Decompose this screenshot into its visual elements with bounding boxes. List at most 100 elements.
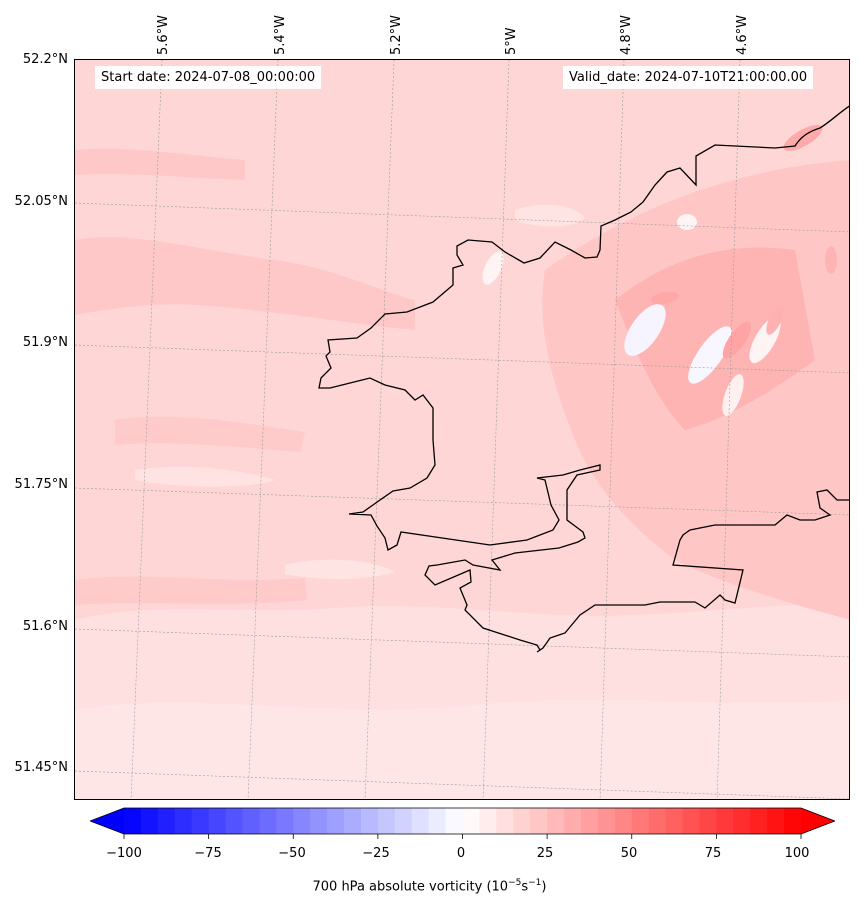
colorbar-segment <box>767 808 785 834</box>
colorbar-segment <box>360 808 379 834</box>
field-light-patch-3 <box>285 559 395 579</box>
colorbar-segment <box>614 808 633 834</box>
colorbar-extend-low <box>90 808 124 834</box>
colorbar-segment <box>648 808 667 834</box>
colorbar-segment <box>513 808 531 834</box>
colorbar-segment <box>242 808 260 834</box>
colorbar-ticks <box>123 834 802 839</box>
colorbar-tick-label: −100 <box>106 846 142 861</box>
field-band-2 <box>75 148 245 180</box>
colorbar-segment <box>191 808 210 834</box>
colorbar-label: 700 hPa absolute vorticity (10−5s−1) <box>312 878 547 895</box>
colorbar-segment <box>564 808 582 834</box>
colorbar-segment <box>530 808 548 834</box>
colorbar-tick-label: −25 <box>362 846 390 861</box>
colorbar-segment <box>631 808 650 834</box>
colorbar-segment <box>580 808 599 834</box>
lat-label-52-2: 52.2°N <box>22 52 68 67</box>
parallel-51-9 <box>75 344 849 374</box>
field-light-patch-2 <box>135 466 275 487</box>
coastline <box>318 105 849 653</box>
lat-label-51-75: 51.75°N <box>14 477 68 492</box>
meridian-4-8 <box>599 60 625 799</box>
colorbar-tick-label: 100 <box>784 846 810 861</box>
field-white-2 <box>688 326 732 384</box>
field-band-1 <box>75 237 415 330</box>
lon-label-5: 5°W <box>504 27 519 55</box>
parallel-51-45 <box>75 770 849 799</box>
colorbar-segment <box>462 808 480 834</box>
colorbar-segment <box>276 808 294 834</box>
colorbar-segment <box>479 808 497 834</box>
map-panel <box>74 59 850 800</box>
colorbar-segment <box>208 808 227 834</box>
field-band-4 <box>75 576 307 605</box>
graticule <box>75 60 849 799</box>
lat-label-52-05: 52.05°N <box>14 194 68 209</box>
start-date-box: Start date: 2024-07-08_00:00:00 <box>95 66 322 89</box>
colorbar-tick-label: 0 <box>456 846 466 861</box>
field-south-lighter <box>75 700 849 799</box>
field-white-1 <box>624 304 666 356</box>
lon-label-5-6: 5.6°W <box>156 14 171 55</box>
field-light-patch-1 <box>515 204 585 227</box>
field-white-6 <box>722 374 744 416</box>
colorbar-segment <box>682 808 700 834</box>
colorbar-tick-label: 50 <box>620 846 638 861</box>
colorbar-segment <box>547 808 565 834</box>
colorbar-segments <box>124 808 802 834</box>
parallel-52-05 <box>75 202 849 233</box>
colorbar-segment <box>733 808 751 834</box>
field-band-3 <box>115 416 305 452</box>
colorbar-segment <box>157 808 176 834</box>
field-red-2 <box>722 321 752 359</box>
field-red-5 <box>825 246 837 274</box>
colorbar-tick-label: −75 <box>194 846 222 861</box>
colorbar-tick-label: 75 <box>704 846 722 861</box>
lat-label-51-6: 51.6°N <box>22 619 68 634</box>
lon-label-4-8: 4.8°W <box>619 14 634 55</box>
meridian-4-6 <box>716 60 741 799</box>
colorbar-segment <box>124 808 142 834</box>
lon-label-5-4: 5.4°W <box>273 14 288 55</box>
colorbar-segment <box>597 808 616 834</box>
parallel-51-75 <box>75 487 849 516</box>
colorbar-segment <box>750 808 768 834</box>
field-white-5 <box>677 214 697 230</box>
colorbar-segment <box>699 808 717 834</box>
colorbar-segment <box>411 808 430 834</box>
colorbar-segment <box>716 808 734 834</box>
colorbar <box>90 807 835 839</box>
colorbar-segment <box>259 808 277 834</box>
vorticity-field <box>75 60 849 799</box>
colorbar-extend-high <box>801 808 835 834</box>
colorbar-tick-label: −50 <box>278 846 306 861</box>
colorbar-segment <box>784 808 802 834</box>
colorbar-segment <box>377 808 396 834</box>
colorbar-segment <box>428 808 447 834</box>
colorbar-segment <box>310 808 328 834</box>
colorbar-segment <box>394 808 413 834</box>
meridian-5-2 <box>364 60 395 799</box>
meridian-5 <box>482 60 510 799</box>
lon-label-4-6: 4.6°W <box>735 14 750 55</box>
colorbar-segment <box>496 808 514 834</box>
colorbar-tick-label: 25 <box>536 846 554 861</box>
colorbar-segment <box>174 808 193 834</box>
field-red-1 <box>651 291 679 305</box>
colorbar-segment <box>344 808 362 834</box>
field-white-4 <box>482 251 504 285</box>
colorbar-segment <box>225 808 243 834</box>
field-red-3 <box>783 125 823 151</box>
colorbar-segment <box>140 808 159 834</box>
parallel-51-6 <box>75 628 849 658</box>
colorbar-segment <box>327 808 345 834</box>
lat-label-51-45: 51.45°N <box>14 760 68 775</box>
colorbar-segment <box>293 808 311 834</box>
colorbar-segment <box>445 808 463 834</box>
colorbar-segment <box>665 808 684 834</box>
lat-label-51-9: 51.9°N <box>22 335 68 350</box>
lon-label-5-2: 5.2°W <box>389 14 404 55</box>
field-red-4 <box>766 305 784 335</box>
valid-date-box: Valid_date: 2024-07-10T21:00:00.00 <box>563 66 814 89</box>
